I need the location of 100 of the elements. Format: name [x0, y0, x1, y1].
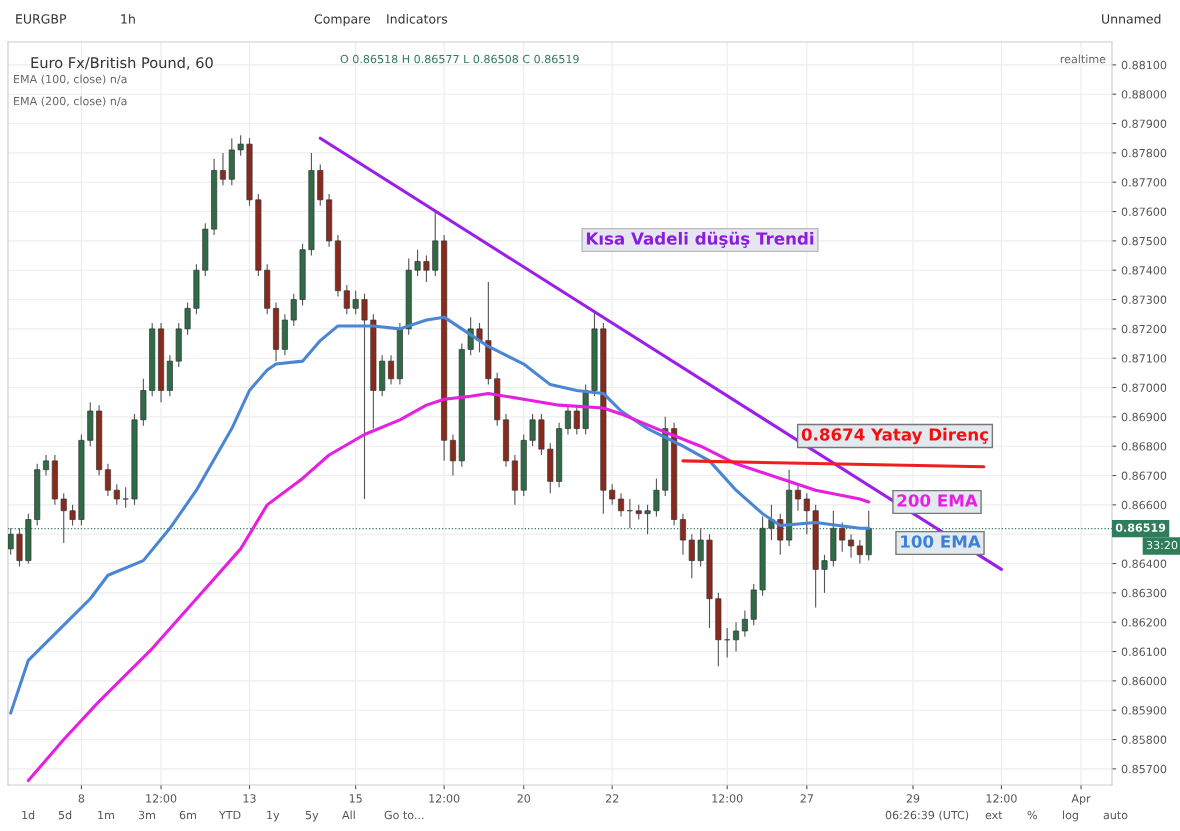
y-tick-label: 0.88100 — [1121, 60, 1167, 70]
y-tick-label: 0.87100 — [1121, 354, 1167, 363]
y-tick-label: 0.85700 — [1121, 764, 1167, 774]
y-tick-label: 0.86400 — [1121, 559, 1167, 568]
annotation: Kısa Vadeli düşüş Trendi — [586, 231, 814, 248]
x-tick-label: 22 — [605, 794, 619, 803]
line-series — [26, 391, 871, 783]
candlestick — [290, 293, 297, 327]
candlestick — [219, 152, 226, 186]
candlestick — [43, 454, 50, 477]
candlestick — [688, 533, 695, 579]
candlestick — [803, 492, 810, 535]
candlestick — [352, 290, 359, 315]
x-tick-label: 12:00 — [712, 794, 743, 803]
candlestick — [529, 413, 536, 447]
annotation: EMA (100, close) n/a — [14, 74, 127, 85]
candlestick — [821, 554, 828, 594]
annotation: realtime — [1060, 54, 1106, 64]
text: 1h — [121, 13, 135, 24]
text: 1y — [267, 810, 280, 822]
y-tick-label: 0.87800 — [1121, 148, 1167, 158]
text: YTD — [218, 810, 241, 820]
text: Compare — [314, 14, 371, 27]
candlestick — [733, 621, 740, 653]
text: EURGBP — [16, 14, 67, 24]
candlestick — [69, 504, 76, 526]
candlestick — [113, 483, 120, 506]
y-tick-label: 0.86000 — [1121, 676, 1167, 686]
candlestick — [618, 492, 625, 518]
candlestick — [609, 483, 616, 506]
y-tick-label: 0.85800 — [1121, 735, 1167, 744]
candlestick — [679, 513, 686, 556]
y-tick-label: 0.86300 — [1121, 588, 1167, 598]
text: 1m — [98, 810, 114, 820]
candlestick — [388, 354, 395, 386]
candlestick — [361, 293, 368, 500]
candlestick — [644, 504, 651, 535]
candlestick — [564, 404, 571, 436]
y-tick-label: 0.86900 — [1121, 412, 1167, 422]
x-tick-label: 29 — [906, 794, 920, 803]
text: auto — [1103, 811, 1128, 820]
candlestick — [653, 477, 660, 518]
text: 06:26:39 (UTC) — [885, 810, 969, 821]
x-tick-label: Apr — [1071, 794, 1091, 805]
candlestick — [794, 483, 801, 512]
y-tick-label: 0.86200 — [1121, 618, 1167, 627]
y-tick-label: 0.87200 — [1121, 324, 1167, 334]
y-tick-label: 0.87600 — [1121, 207, 1167, 216]
y-tick-label: 0.88000 — [1121, 90, 1167, 99]
y-tick-label: 0.85900 — [1121, 706, 1167, 715]
x-tick-label: 13 — [243, 794, 256, 803]
candlestick — [60, 492, 67, 544]
candlestick — [414, 249, 421, 277]
annotation: 100 EMA — [901, 535, 981, 548]
candlestick — [626, 498, 633, 529]
x-tick-label: 12:00 — [146, 794, 177, 803]
x-tick-label: 15 — [349, 794, 362, 803]
candlestick — [423, 254, 430, 283]
text: Indicators — [387, 13, 448, 24]
text: Euro Fx/British Pound, 60 — [31, 56, 213, 70]
annotation: EMA (200, close) n/a — [14, 96, 127, 107]
candlestick — [449, 433, 456, 477]
y-tick-label: 0.87400 — [1121, 266, 1167, 275]
y-tick-label: 0.87500 — [1121, 236, 1167, 246]
text: All — [342, 810, 355, 820]
ref-line-label: 0.86519 — [1115, 523, 1166, 532]
text: 3m — [138, 810, 155, 820]
text: % — [1027, 810, 1037, 820]
y-tick-label: 0.86100 — [1121, 647, 1167, 656]
candlestick — [839, 521, 846, 553]
line-series — [9, 315, 871, 715]
text: Go to... — [384, 810, 424, 820]
text: 5y — [305, 810, 319, 822]
candlestick — [122, 486, 129, 509]
candlestick — [237, 134, 244, 157]
candlestick — [343, 284, 350, 315]
annotation: O 0.86518 H 0.86577 L 0.86508 C 0.86519 — [340, 54, 579, 64]
x-tick-label: 12:00 — [986, 794, 1017, 803]
annotation: 0.8674 Yatay Direnç — [801, 427, 988, 445]
candlestick — [724, 627, 731, 658]
y-tick-label: 0.87300 — [1121, 295, 1167, 304]
y-tick-label: 0.87900 — [1121, 119, 1167, 128]
x-tick-label: 12:00 — [429, 794, 460, 803]
text: log — [1063, 810, 1078, 822]
candlestick — [697, 527, 704, 568]
candlestick — [184, 301, 191, 336]
y-tick-label: 0.87700 — [1121, 178, 1167, 187]
text: ext — [985, 811, 1003, 820]
text: 5d — [58, 810, 72, 820]
candlestick — [856, 539, 863, 565]
candlestick — [741, 609, 748, 638]
text: 6m — [179, 810, 196, 820]
y-tick-label: 0.86600 — [1121, 500, 1167, 510]
y-tick-label: 0.86700 — [1121, 471, 1167, 480]
x-tick-label: 8 — [78, 794, 85, 803]
annotation: 200 EMA — [897, 494, 978, 507]
y-tick-label: 0.87000 — [1121, 383, 1167, 392]
candlestick — [104, 463, 111, 497]
candlestick — [848, 533, 855, 559]
y-tick-label: 0.86800 — [1121, 442, 1167, 451]
